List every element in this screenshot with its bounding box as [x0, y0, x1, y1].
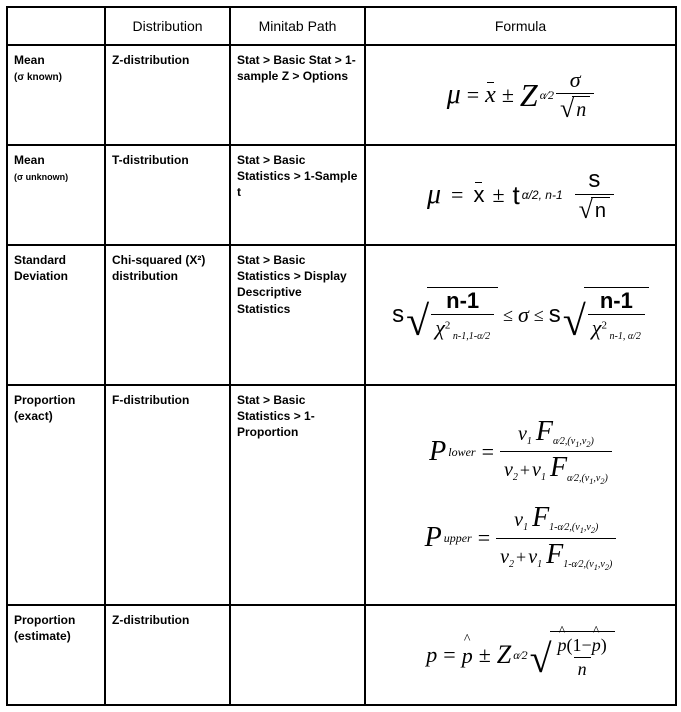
table-row: Proportion (estimate) Z-distribution p =…: [7, 605, 676, 705]
row-name-prop-exact: Proportion (exact): [7, 385, 105, 605]
col-header-distribution: Distribution: [105, 7, 230, 45]
row-name-mean-unknown: Mean (σ unknown): [7, 145, 105, 245]
row-name-mean-known: Mean (σ known): [7, 45, 105, 145]
formula-mean-z: μ = x ± Zα∕2 σ √n: [365, 45, 676, 145]
stats-formula-table: Distribution Minitab Path Formula Mean (…: [6, 6, 677, 706]
table-header-row: Distribution Minitab Path Formula: [7, 7, 676, 45]
row-dist-prop-exact: F-distribution: [105, 385, 230, 605]
row-dist-mean-unknown: T-distribution: [105, 145, 230, 245]
row-path-prop-exact: Stat > Basic Statistics > 1-Proportion: [230, 385, 365, 605]
row-path-mean-known: Stat > Basic Stat > 1-sample Z > Options: [230, 45, 365, 145]
table-row: Mean (σ unknown) T-distribution Stat > B…: [7, 145, 676, 245]
formula-stddev-chi: s √ n-1 χ2 n-1,1-α/2 ≤σ≤ s √: [365, 245, 676, 385]
row-path-prop-est: [230, 605, 365, 705]
col-header-path: Minitab Path: [230, 7, 365, 45]
formula-prop-est: p = p ± Zα∕2 √ p(1−p) n: [365, 605, 676, 705]
row-name-stddev: Standard Deviation: [7, 245, 105, 385]
table-row: Standard Deviation Chi-squared (X²) dist…: [7, 245, 676, 385]
row-dist-mean-known: Z-distribution: [105, 45, 230, 145]
row-path-stddev: Stat > Basic Statistics > Display Descri…: [230, 245, 365, 385]
row-dist-prop-est: Z-distribution: [105, 605, 230, 705]
col-header-blank: [7, 7, 105, 45]
row-dist-stddev: Chi-squared (X²) distribution: [105, 245, 230, 385]
formula-prop-exact: Plower = ν1 Fα∕2,(ν1,ν2) ν2+ν1 Fα∕2,(ν1,…: [365, 385, 676, 605]
col-header-formula: Formula: [365, 7, 676, 45]
formula-mean-t: μ = x ± tα/2, n-1 s √n: [365, 145, 676, 245]
table-row: Mean (σ known) Z-distribution Stat > Bas…: [7, 45, 676, 145]
row-path-mean-unknown: Stat > Basic Statistics > 1-Sample t: [230, 145, 365, 245]
table-row: Proportion (exact) F-distribution Stat >…: [7, 385, 676, 605]
row-name-prop-est: Proportion (estimate): [7, 605, 105, 705]
